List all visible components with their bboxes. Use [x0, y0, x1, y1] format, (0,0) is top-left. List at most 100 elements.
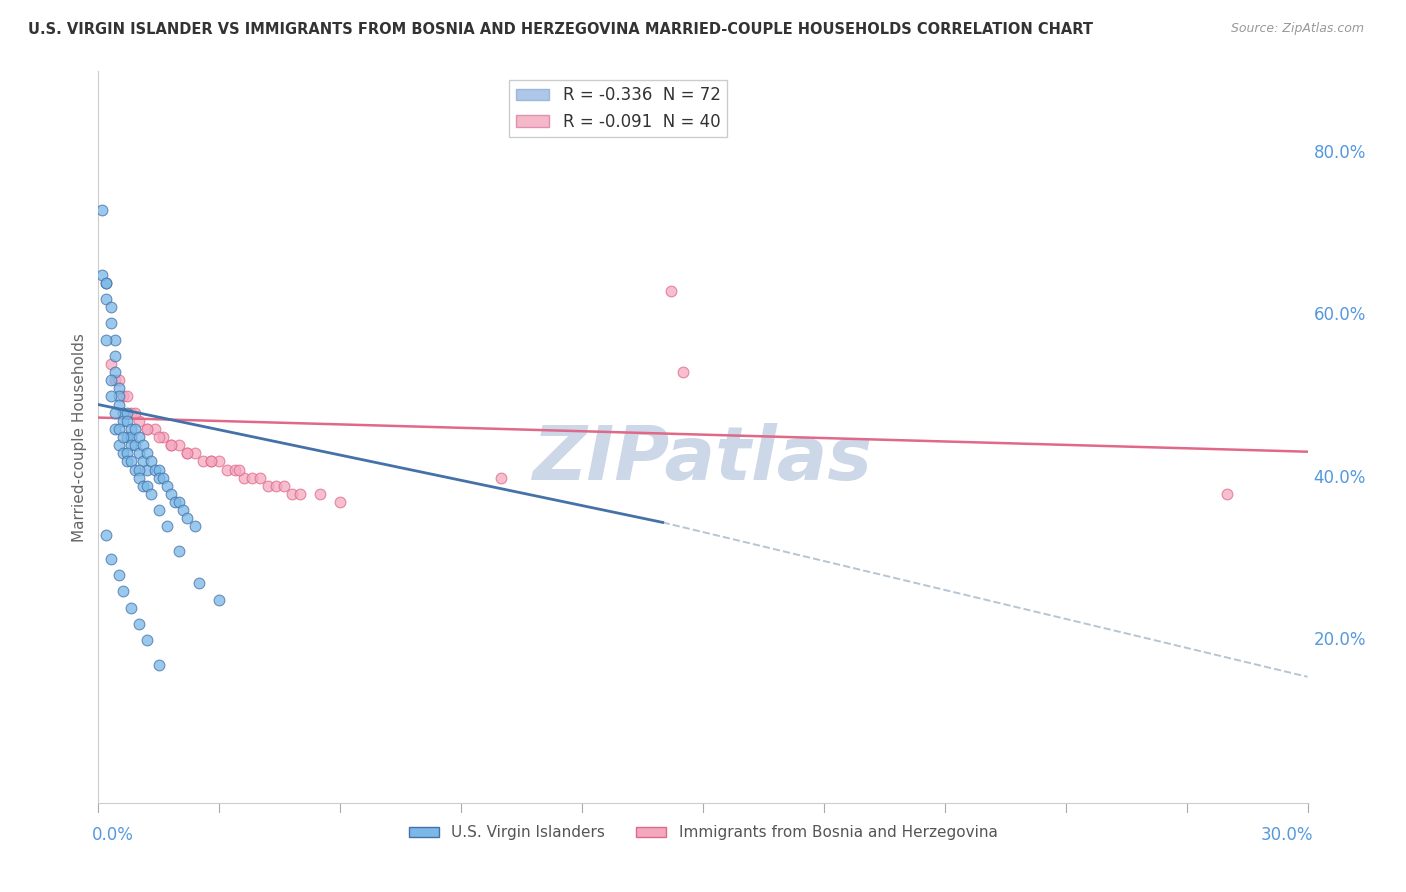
- Point: [132, 479, 155, 493]
- Point: [132, 438, 155, 452]
- Point: [96, 527, 118, 541]
- Point: [152, 471, 174, 485]
- Point: [100, 316, 122, 330]
- Point: [128, 462, 150, 476]
- Point: [103, 365, 125, 379]
- Point: [132, 454, 155, 468]
- Point: [188, 576, 211, 591]
- Point: [96, 333, 118, 347]
- Point: [107, 389, 129, 403]
- Point: [107, 422, 129, 436]
- Point: [135, 422, 157, 436]
- Point: [135, 462, 157, 476]
- Text: 30.0%: 30.0%: [1261, 826, 1313, 844]
- Point: [148, 430, 170, 444]
- Point: [111, 389, 134, 403]
- Text: 80.0%: 80.0%: [1313, 144, 1367, 161]
- Point: [135, 422, 157, 436]
- Text: 60.0%: 60.0%: [1313, 306, 1367, 324]
- Point: [91, 268, 114, 282]
- Point: [107, 398, 129, 412]
- Point: [120, 430, 142, 444]
- Point: [115, 406, 138, 420]
- Point: [172, 503, 194, 517]
- Point: [111, 446, 134, 460]
- Point: [107, 373, 129, 387]
- Point: [156, 479, 179, 493]
- Point: [124, 422, 146, 436]
- Point: [135, 446, 157, 460]
- Point: [120, 422, 142, 436]
- Point: [120, 600, 142, 615]
- Point: [135, 633, 157, 648]
- Point: [200, 454, 222, 468]
- Point: [115, 414, 138, 428]
- Point: [672, 365, 695, 379]
- Point: [163, 495, 186, 509]
- Point: [309, 487, 332, 501]
- Point: [176, 446, 198, 460]
- Point: [103, 406, 125, 420]
- Point: [128, 414, 150, 428]
- Point: [659, 284, 682, 298]
- Point: [152, 430, 174, 444]
- Point: [281, 487, 304, 501]
- Point: [100, 300, 122, 314]
- Point: [107, 438, 129, 452]
- Point: [128, 617, 150, 632]
- Point: [120, 454, 142, 468]
- Point: [160, 487, 183, 501]
- Text: 40.0%: 40.0%: [1313, 468, 1367, 487]
- Point: [100, 373, 122, 387]
- Point: [111, 430, 134, 444]
- Point: [115, 446, 138, 460]
- Point: [135, 479, 157, 493]
- Point: [100, 389, 122, 403]
- Point: [491, 471, 513, 485]
- Point: [111, 406, 134, 420]
- Point: [100, 552, 122, 566]
- Point: [148, 471, 170, 485]
- Point: [139, 487, 162, 501]
- Point: [1216, 487, 1239, 501]
- Point: [167, 438, 190, 452]
- Text: 0.0%: 0.0%: [93, 826, 134, 844]
- Point: [124, 438, 146, 452]
- Point: [111, 584, 134, 599]
- Point: [249, 471, 271, 485]
- Point: [232, 471, 254, 485]
- Point: [103, 373, 125, 387]
- Point: [329, 495, 352, 509]
- Point: [103, 333, 125, 347]
- Legend: U.S. Virgin Islanders, Immigrants from Bosnia and Herzegovina: U.S. Virgin Islanders, Immigrants from B…: [402, 819, 1004, 847]
- Point: [256, 479, 278, 493]
- Point: [193, 454, 215, 468]
- Point: [148, 462, 170, 476]
- Text: U.S. VIRGIN ISLANDER VS IMMIGRANTS FROM BOSNIA AND HERZEGOVINA MARRIED-COUPLE HO: U.S. VIRGIN ISLANDER VS IMMIGRANTS FROM …: [28, 22, 1092, 37]
- Point: [224, 462, 246, 476]
- Point: [120, 438, 142, 452]
- Y-axis label: Married-couple Households: Married-couple Households: [72, 333, 87, 541]
- Point: [115, 389, 138, 403]
- Point: [160, 438, 183, 452]
- Point: [176, 511, 198, 525]
- Point: [264, 479, 287, 493]
- Point: [176, 446, 198, 460]
- Point: [107, 381, 129, 395]
- Point: [273, 479, 295, 493]
- Point: [167, 544, 190, 558]
- Point: [288, 487, 311, 501]
- Point: [143, 462, 166, 476]
- Point: [96, 292, 118, 306]
- Point: [240, 471, 263, 485]
- Point: [103, 422, 125, 436]
- Point: [120, 406, 142, 420]
- Point: [167, 495, 190, 509]
- Point: [124, 406, 146, 420]
- Point: [128, 471, 150, 485]
- Point: [124, 462, 146, 476]
- Point: [184, 446, 207, 460]
- Point: [115, 430, 138, 444]
- Point: [148, 503, 170, 517]
- Point: [156, 519, 179, 533]
